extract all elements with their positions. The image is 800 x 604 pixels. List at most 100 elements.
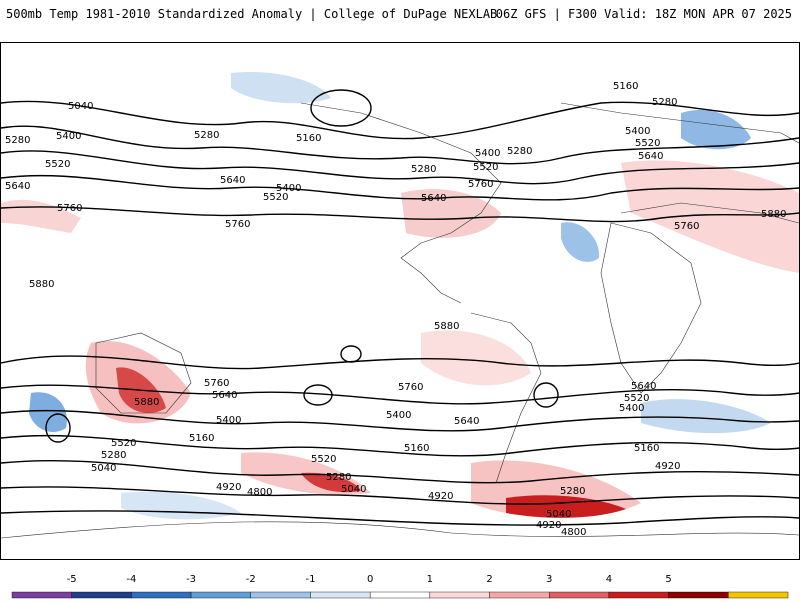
anomaly-area-warm [401, 189, 501, 238]
colorbar-tick-label: 1 [426, 574, 434, 585]
contour-label: 5760 [57, 203, 82, 214]
contour-label: 5400 [216, 415, 241, 426]
contour-line [1, 150, 799, 185]
contour-label: 5160 [404, 443, 429, 454]
anomaly-area-cool [231, 72, 331, 104]
contour-label: 5280 [326, 472, 351, 483]
contour-line [1, 355, 799, 370]
coastline-antarctica [1, 521, 799, 539]
contour-label: 5520 [311, 454, 336, 465]
colorbar-tick-label: -1 [305, 574, 316, 585]
colorbar-segment [549, 591, 610, 599]
colorbar-segment [71, 591, 132, 599]
contour-label: 5520 [635, 138, 660, 149]
colorbar-segment [429, 591, 490, 599]
colorbar-segments [11, 591, 789, 599]
closed-low-contour [303, 384, 333, 406]
contour-label: 5640 [212, 390, 237, 401]
coastline-australia [95, 332, 192, 414]
contour-label: 5880 [761, 209, 786, 220]
contour-label: 5880 [434, 321, 459, 332]
contour-label: 5760 [398, 382, 423, 393]
contour-label: 5040 [91, 463, 116, 474]
anomaly-area-cool [641, 399, 771, 434]
contour-label: 5400 [56, 131, 81, 142]
chart-header: 500mb Temp 1981-2010 Standardized Anomal… [0, 0, 800, 30]
contour-label: 5040 [341, 484, 366, 495]
colorbar-tick-label: 2 [486, 574, 493, 585]
contour-label: 5520 [473, 162, 498, 173]
colorbar-segment [668, 591, 729, 599]
coastline-africa [600, 222, 702, 394]
coastlines [1, 102, 799, 539]
closed-low-contour [45, 413, 71, 443]
colorbar-tick-label: -4 [126, 574, 137, 585]
contour-label: 5640 [454, 416, 479, 427]
colorbar-segment [489, 591, 550, 599]
contour-label: 5400 [625, 126, 650, 137]
contour-label: 5760 [468, 179, 493, 190]
colorbar-segment [728, 591, 789, 599]
colorbar-tick-label: 0 [366, 574, 374, 585]
contour-label: 5640 [5, 181, 30, 192]
colorbar-segment [310, 591, 371, 599]
contour-label: 5760 [204, 378, 229, 389]
height-contours [1, 89, 799, 526]
closed-high-contour [340, 345, 362, 363]
contour-label: 5400 [276, 183, 301, 194]
contour-line [1, 206, 799, 223]
contour-label: 5280 [411, 164, 436, 175]
anomaly-area-warm [1, 199, 81, 233]
closed-low-contour [310, 89, 372, 127]
contour-line [1, 174, 799, 201]
contour-label: 5280 [652, 97, 677, 108]
contour-label: 5040 [546, 509, 571, 520]
colorbar-segment [131, 591, 192, 599]
contour-label: 5280 [194, 130, 219, 141]
contour-line [1, 384, 799, 405]
contour-line [1, 459, 799, 484]
colorbar-tick-label: -3 [186, 574, 197, 585]
contour-label: 5280 [101, 450, 126, 461]
anomaly-area-cool [29, 392, 67, 433]
contour-label: 5640 [638, 151, 663, 162]
contour-label: 5280 [5, 135, 30, 146]
closed-low-contour [533, 382, 559, 408]
contour-label: 5400 [475, 148, 500, 159]
contour-label: 5640 [631, 381, 656, 392]
colorbar-segment [11, 591, 72, 599]
colorbar-svg [11, 591, 789, 599]
contour-label: 5520 [624, 393, 649, 404]
contour-label: 5640 [220, 175, 245, 186]
contour-label: 5160 [613, 81, 638, 92]
model-valid-time: 06Z GFS | F300 Valid: 18Z MON APR 07 202… [495, 7, 792, 21]
contour-label: 4800 [247, 487, 272, 498]
contour-label: 4920 [655, 461, 680, 472]
colorbar-segment [369, 591, 431, 599]
contour-label: 5520 [45, 159, 70, 170]
contour-label: 5400 [386, 410, 411, 421]
colorbar-tick-label: 3 [546, 574, 553, 585]
contour-line [1, 486, 799, 505]
contour-label: 4920 [216, 482, 241, 493]
contour-label: 5400 [619, 403, 644, 414]
contour-label: 5640 [421, 193, 446, 204]
contour-label: 5280 [507, 146, 532, 157]
contour-label: 5160 [296, 133, 321, 144]
contour-label: 5760 [674, 221, 699, 232]
contour-line [1, 409, 799, 432]
colorbar-segment [608, 591, 669, 599]
anomaly-area-cool [681, 109, 751, 150]
anomaly-area-cool [561, 222, 600, 262]
colorbar-tick-label: -2 [245, 574, 256, 585]
anomaly-area-warm [421, 330, 531, 386]
colorbar-tick-label: 5 [665, 574, 672, 585]
contour-label: 4800 [561, 527, 586, 538]
colorbar-tick-label: 4 [605, 574, 613, 585]
contour-line [1, 434, 799, 457]
contour-label: 5520 [263, 192, 288, 203]
coastline-north-america [300, 102, 502, 304]
contour-label: 5880 [134, 397, 159, 408]
map-title: 500mb Temp 1981-2010 Standardized Anomal… [6, 7, 498, 21]
colorbar-tick-label: -5 [66, 574, 77, 585]
